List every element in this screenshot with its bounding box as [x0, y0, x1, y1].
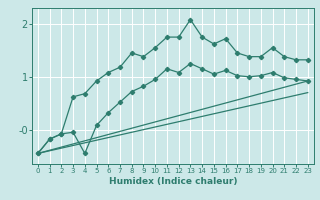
X-axis label: Humidex (Indice chaleur): Humidex (Indice chaleur): [108, 177, 237, 186]
